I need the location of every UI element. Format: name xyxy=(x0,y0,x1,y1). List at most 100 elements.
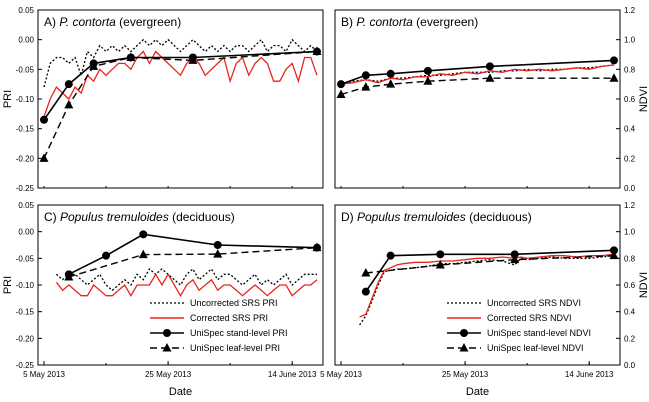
data-point-leaf xyxy=(361,82,371,91)
data-point-leaf xyxy=(188,55,198,64)
legend-label: Uncorrected SRS NDVI xyxy=(487,298,581,308)
data-point-leaf xyxy=(312,242,322,252)
y-tick-label: 0.4 xyxy=(624,125,636,134)
data-point-stand xyxy=(436,250,445,259)
y-tick-label: 0.8 xyxy=(624,254,636,263)
panel-title-suffix: (deciduous) xyxy=(169,210,235,224)
series-unispec-leaf xyxy=(340,77,614,96)
panel-b-ndvi-contorta: 1.2 1.0 0.8 0.6 0.4 0.2 0.0 NDVI B) P. contorta … xyxy=(334,6,649,193)
legend-marker-triangle xyxy=(459,343,469,352)
panel-title-species: Populus tremuloides xyxy=(357,210,466,224)
panel-title-prefix: C) xyxy=(44,210,60,224)
panel-a-pri-contorta: 0.05 0.00 -0.05 -0.10 -0.15 -0.20 -0.25 PRI A) P… xyxy=(2,6,324,193)
series-corrected-srs xyxy=(359,253,615,318)
y-tick-label: -0.25 xyxy=(16,184,35,193)
data-point-stand xyxy=(610,246,618,255)
panel-c-pri-populus: 0.05 0.00 -0.05 -0.10 -0.15 -0.20 -0.25 PRI 5 Ma… xyxy=(2,201,324,398)
y-tick-label: -0.20 xyxy=(16,334,35,343)
data-point-stand xyxy=(485,62,494,71)
y-tick-label: 1.0 xyxy=(624,228,636,237)
series-unispec-stand xyxy=(340,59,615,85)
panel-title: D) Populus tremuloides (deciduous) xyxy=(341,210,532,224)
data-point-leaf xyxy=(361,268,371,277)
panel-d-ndvi-populus: 1.2 1.0 0.8 0.6 0.4 0.2 0.0 NDVI 5 May 2013 25 Ma… xyxy=(320,201,649,398)
y-tick-label: 0.00 xyxy=(18,228,34,237)
y-tick-label: 0.05 xyxy=(18,201,34,210)
data-point-stand xyxy=(423,66,432,75)
data-point-stand xyxy=(361,71,370,80)
x-tick-label: 25 May 2013 xyxy=(442,370,489,379)
panel-title-prefix: A) xyxy=(44,15,59,29)
data-point-stand xyxy=(510,250,519,259)
legend-label: Corrected SRS PRI xyxy=(190,313,268,323)
y-tick-label: 0.8 xyxy=(624,65,636,74)
data-point-leaf xyxy=(64,99,74,109)
data-point-stand xyxy=(386,251,395,260)
data-point-leaf xyxy=(609,250,619,260)
data-point-stand xyxy=(610,56,618,65)
data-point-leaf xyxy=(89,61,99,70)
y-tick-label: 1.2 xyxy=(624,6,636,15)
data-point-leaf xyxy=(126,52,136,61)
legend-label: UniSpec leaf-level NDVI xyxy=(487,343,584,353)
series-corrected-srs xyxy=(43,50,318,118)
x-tick-label: 5 May 2013 xyxy=(23,370,65,379)
x-tick-label: 5 May 2013 xyxy=(320,370,362,379)
panel-title-suffix: (evergreen) xyxy=(413,15,478,29)
panel-title-species: Populus tremuloides xyxy=(60,210,169,224)
y-tick-label: -0.20 xyxy=(16,154,35,163)
data-point-leaf xyxy=(213,249,223,258)
series-unispec-leaf xyxy=(43,50,318,159)
y-tick-label: 0.0 xyxy=(624,361,636,370)
legend-label: Uncorrected SRS PRI xyxy=(190,298,278,308)
data-point-leaf xyxy=(386,79,396,88)
panel-title-prefix: B) xyxy=(341,15,356,29)
y-axis-title: PRI xyxy=(2,90,14,108)
data-point-stand xyxy=(102,251,111,260)
legend-marker-circle xyxy=(460,329,468,337)
y-tick-label: -0.10 xyxy=(16,95,35,104)
data-point-leaf xyxy=(138,249,148,259)
series-corrected-srs xyxy=(55,273,318,297)
y-tick-label: 0.4 xyxy=(624,308,636,317)
y-tick-label: -0.05 xyxy=(16,65,35,74)
x-tick-label: 14 June 2013 xyxy=(268,370,317,379)
plot-frame xyxy=(37,9,324,189)
data-point-leaf xyxy=(485,73,495,82)
y-tick-label: -0.10 xyxy=(16,281,35,290)
y-axis-title: NDVI xyxy=(638,86,649,112)
series-unispec-stand xyxy=(43,50,318,121)
y-tick-label: 1.0 xyxy=(624,36,636,45)
x-tick-label: 25 May 2013 xyxy=(145,370,192,379)
y-tick-label: 1.2 xyxy=(624,201,636,210)
y-axis-title: PRI xyxy=(2,276,14,294)
data-point-stand xyxy=(139,230,148,239)
data-point-leaf xyxy=(510,254,520,264)
series-unispec-leaf xyxy=(365,255,615,274)
data-point-leaf xyxy=(312,46,322,56)
x-axis-title: Date xyxy=(169,386,192,398)
y-tick-label: 0.2 xyxy=(624,154,636,163)
panel-title: B) P. contorta (evergreen) xyxy=(341,15,478,29)
y-tick-label: -0.05 xyxy=(16,254,35,263)
legend-marker-triangle xyxy=(162,343,172,352)
y-tick-label: 0.05 xyxy=(18,6,34,15)
legend-label: UniSpec leaf-level PRI xyxy=(190,343,280,353)
plot-frame xyxy=(334,9,621,189)
legend-label: UniSpec stand-level PRI xyxy=(190,328,288,338)
data-point-stand xyxy=(337,80,345,89)
panel-title-prefix: D) xyxy=(341,210,357,224)
y-tick-label: 0.00 xyxy=(18,36,34,45)
legend-label: Corrected SRS NDVI xyxy=(487,313,572,323)
data-point-stand xyxy=(386,69,395,78)
panel-title-species: P. contorta xyxy=(59,15,116,29)
y-tick-label: -0.15 xyxy=(16,125,35,134)
panel-title-suffix: (deciduous) xyxy=(466,210,532,224)
data-point-stand xyxy=(64,80,73,89)
y-axis-title: NDVI xyxy=(638,272,649,298)
data-point-leaf xyxy=(336,89,346,99)
legend-marker-circle xyxy=(163,329,171,337)
x-tick-label: 14 June 2013 xyxy=(565,370,614,379)
data-point-leaf xyxy=(423,76,433,85)
data-point-leaf xyxy=(39,153,49,162)
